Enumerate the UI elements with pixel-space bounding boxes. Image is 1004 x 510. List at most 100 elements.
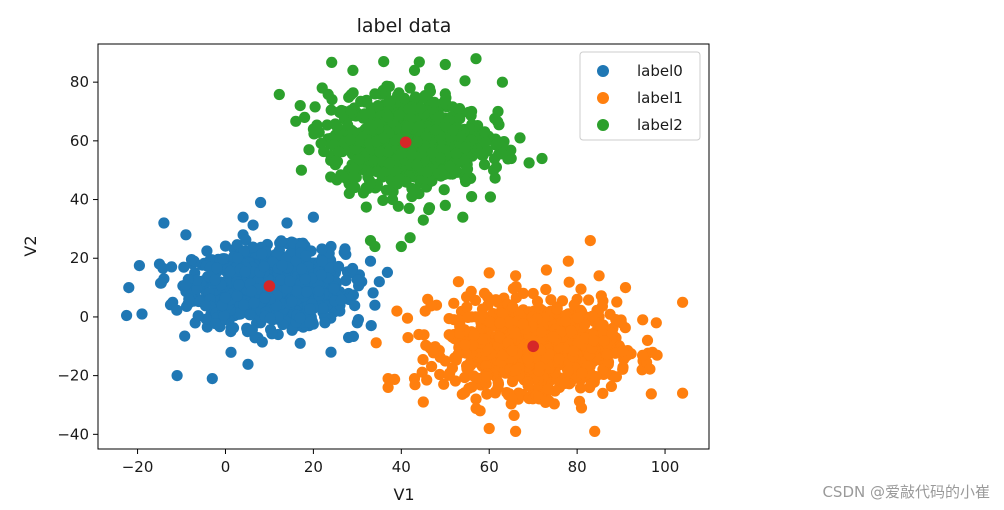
- x-tick-label: 100: [651, 458, 680, 476]
- data-point: [573, 395, 586, 407]
- data-point: [540, 264, 553, 276]
- data-point: [598, 335, 610, 347]
- data-point: [593, 270, 605, 282]
- data-point: [559, 377, 571, 389]
- data-point: [304, 316, 316, 328]
- data-point: [301, 286, 313, 298]
- data-point: [406, 149, 418, 161]
- data-point: [617, 345, 629, 357]
- data-point: [364, 255, 377, 267]
- data-point: [545, 294, 557, 306]
- data-point: [534, 361, 546, 373]
- data-point: [420, 131, 432, 143]
- data-point: [465, 285, 477, 297]
- data-point: [507, 283, 519, 295]
- data-point: [359, 108, 371, 120]
- data-point: [531, 295, 544, 308]
- data-point: [183, 293, 195, 305]
- data-point: [450, 147, 462, 160]
- data-point: [248, 297, 260, 309]
- data-point: [158, 217, 170, 229]
- data-point: [490, 139, 502, 151]
- data-point: [494, 317, 506, 329]
- legend-marker-label2: [597, 119, 609, 131]
- data-point: [586, 310, 599, 322]
- data-point: [259, 292, 271, 304]
- data-point: [479, 126, 491, 138]
- data-point: [444, 160, 456, 172]
- data-point: [595, 319, 607, 331]
- data-point: [219, 240, 232, 252]
- data-point: [258, 261, 270, 273]
- data-point: [470, 393, 482, 405]
- legend-label-label0: label0: [637, 62, 683, 80]
- legend-box: [579, 51, 701, 141]
- data-point: [417, 354, 429, 366]
- data-point: [233, 279, 245, 291]
- data-point: [369, 299, 381, 311]
- data-point: [411, 136, 423, 148]
- data-point: [417, 214, 429, 226]
- data-point: [347, 64, 359, 76]
- data-point: [392, 200, 404, 212]
- data-point: [443, 329, 455, 341]
- data-point: [347, 330, 359, 342]
- data-point: [366, 120, 378, 132]
- data-point: [242, 358, 254, 370]
- data-point: [536, 152, 548, 165]
- data-point: [179, 279, 192, 291]
- y-tick-label: 80: [70, 73, 89, 91]
- data-point: [209, 318, 222, 330]
- data-point: [378, 56, 390, 68]
- data-point: [275, 235, 287, 247]
- data-point: [401, 121, 414, 133]
- data-point: [347, 262, 359, 275]
- data-point: [353, 135, 365, 147]
- data-point: [645, 388, 657, 400]
- legend-items: label0 label1 label2: [597, 62, 683, 134]
- data-point: [610, 371, 623, 383]
- data-point: [299, 111, 311, 123]
- data-point: [238, 299, 250, 311]
- data-point: [377, 194, 389, 206]
- data-point: [583, 294, 595, 306]
- data-point: [325, 171, 337, 183]
- x-tick-label: 80: [568, 458, 587, 476]
- data-point: [315, 269, 327, 281]
- series-label2: [273, 53, 548, 253]
- data-point: [434, 368, 446, 381]
- data-point: [232, 252, 244, 264]
- data-point: [496, 76, 508, 88]
- data-point: [374, 146, 386, 158]
- data-point: [185, 254, 198, 266]
- data-point: [295, 164, 307, 176]
- data-point: [191, 283, 203, 295]
- data-point: [325, 104, 337, 116]
- data-point: [479, 136, 491, 148]
- data-point: [349, 300, 361, 312]
- data-point: [155, 277, 167, 289]
- data-point: [290, 255, 302, 267]
- series-label1: [370, 235, 689, 437]
- data-point: [454, 113, 466, 125]
- data-point: [199, 300, 212, 312]
- data-point: [540, 283, 552, 296]
- data-point: [317, 302, 329, 314]
- x-tick-label: 60: [480, 458, 499, 476]
- data-point: [418, 329, 430, 341]
- data-point: [382, 111, 394, 123]
- data-point: [382, 146, 394, 158]
- data-point: [352, 274, 364, 286]
- data-point: [224, 265, 236, 277]
- data-point: [123, 282, 135, 294]
- data-point: [460, 175, 472, 188]
- data-point: [432, 111, 444, 123]
- data-point: [383, 157, 396, 169]
- data-point: [610, 314, 622, 326]
- data-point: [483, 267, 495, 279]
- data-point: [349, 181, 361, 194]
- data-point: [377, 132, 390, 144]
- data-point: [394, 173, 406, 185]
- x-tick-label: 40: [392, 458, 411, 476]
- data-point: [171, 304, 183, 316]
